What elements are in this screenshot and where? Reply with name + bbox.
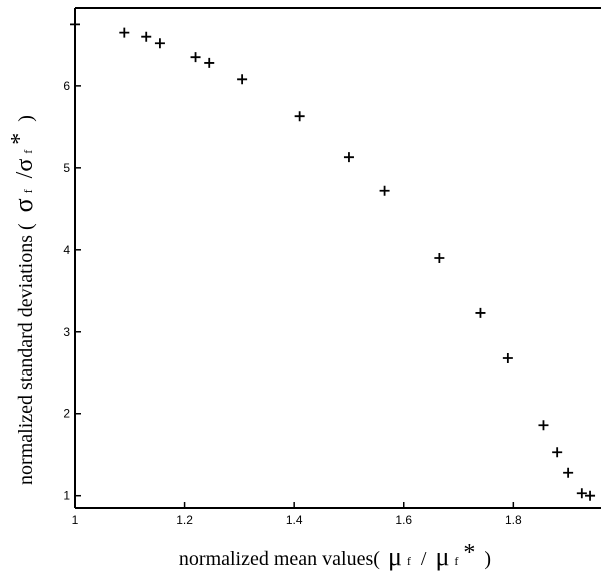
- y-tick-label: 5: [63, 161, 70, 175]
- data-point: [563, 467, 574, 478]
- data-point: [190, 52, 201, 63]
- x-axis-title-star: *: [463, 540, 475, 566]
- data-point: [70, 19, 80, 30]
- x-axis-title-mu2: μ: [435, 542, 449, 571]
- y-axis-title-sub1: f: [21, 189, 35, 193]
- x-tick-label: 1: [72, 513, 79, 527]
- data-point: [585, 490, 596, 501]
- y-axis-title-star: *: [7, 133, 33, 145]
- data-point: [434, 253, 445, 263]
- x-axis-title-prefix: normalized mean values(: [179, 548, 380, 570]
- data-point: [204, 57, 215, 68]
- y-axis-title-sub2: f: [21, 150, 35, 154]
- y-axis-title-close: ): [15, 115, 37, 122]
- data-point: [538, 420, 549, 431]
- y-tick-label: 4: [63, 243, 70, 257]
- data-points: [70, 19, 596, 501]
- x-axis-title-mu: μ: [388, 542, 402, 571]
- x-axis-title-slash: /: [421, 548, 427, 570]
- data-point: [475, 307, 486, 318]
- y-axis-title-slash: /σ: [12, 159, 38, 179]
- x-axis-title-sub2: f: [454, 554, 458, 568]
- data-point: [379, 185, 390, 196]
- x-tick-label: 1.6: [395, 513, 412, 527]
- data-point: [141, 31, 152, 42]
- y-tick-label: 6: [63, 79, 70, 93]
- ticks: 1 1.2 1.4 1.6 1.8 1 2 3 4 5 6: [63, 79, 522, 527]
- data-point: [154, 38, 165, 49]
- y-tick-label: 3: [63, 325, 70, 339]
- y-axis-title-sigma: σ: [9, 198, 38, 212]
- x-axis-title-sub1: f: [407, 554, 411, 568]
- x-tick-label: 1.4: [286, 513, 303, 527]
- x-axis-title: normalized mean values( μ f / μ f * ): [179, 540, 491, 571]
- y-axis-title: normalized standard deviations ( σ f /σ …: [7, 115, 38, 485]
- data-point: [343, 152, 354, 163]
- data-point: [576, 488, 587, 499]
- data-point: [502, 353, 513, 363]
- y-axis-title-prefix: normalized standard deviations (: [15, 223, 37, 485]
- x-tick-label: 1.2: [176, 513, 193, 527]
- x-tick-label: 1.8: [505, 513, 522, 527]
- y-tick-label: 2: [63, 407, 70, 421]
- data-point: [119, 27, 130, 38]
- x-axis-title-close: ): [484, 548, 491, 570]
- data-point: [552, 447, 563, 458]
- data-point: [294, 111, 305, 122]
- y-tick-label: 1: [63, 489, 70, 503]
- data-point: [237, 74, 248, 85]
